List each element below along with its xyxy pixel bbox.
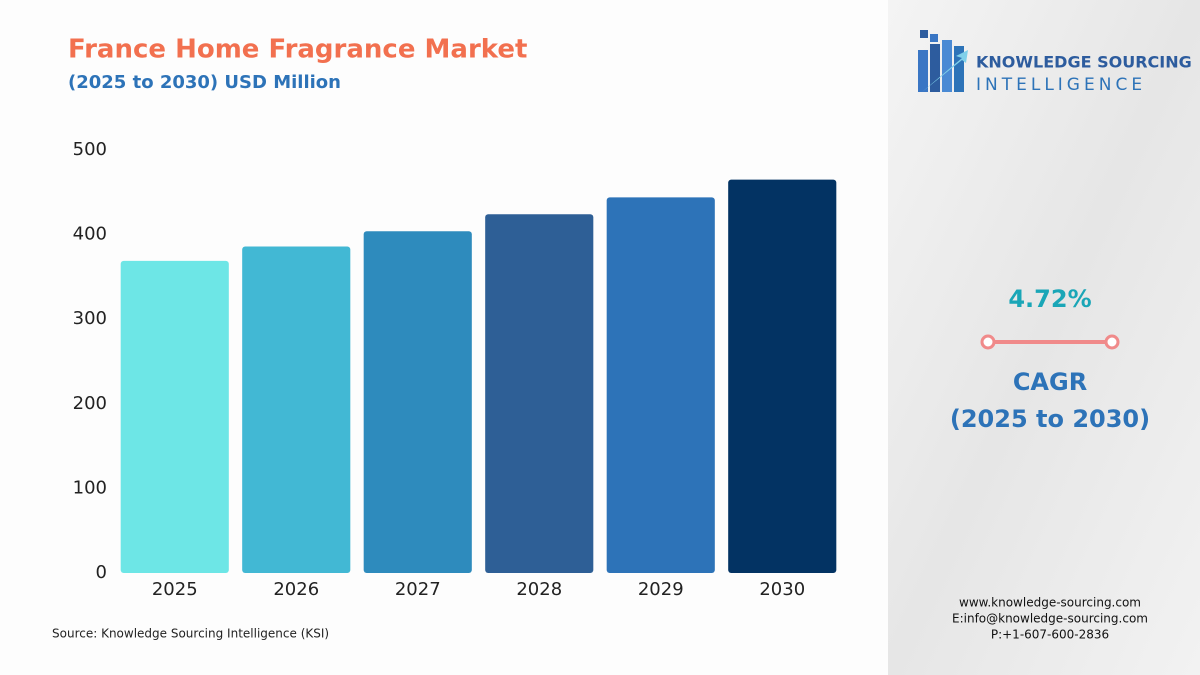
x-tick-label: 2027 [395, 579, 441, 600]
chart-title: France Home Fragrance Market [68, 35, 527, 65]
contact-line: www.knowledge-sourcing.com [959, 596, 1141, 610]
y-tick-label: 0 [96, 562, 107, 583]
contact-line: E:info@knowledge-sourcing.com [952, 612, 1148, 626]
bar [485, 214, 594, 573]
bar [606, 197, 715, 573]
x-tick-label: 2029 [638, 579, 684, 600]
bar [120, 260, 229, 573]
bar [242, 246, 351, 573]
bar [363, 231, 472, 573]
cagr-rate: 4.72% [1008, 285, 1091, 313]
y-tick-label: 500 [73, 139, 107, 160]
source-note: Source: Knowledge Sourcing Intelligence … [52, 627, 329, 641]
x-tick-label: 2030 [759, 579, 805, 600]
y-tick-label: 100 [73, 477, 107, 498]
y-tick-label: 200 [73, 393, 107, 414]
bar [728, 179, 837, 574]
x-tick-label: 2028 [516, 579, 562, 600]
cagr-label: CAGR [1013, 368, 1087, 396]
chart-subtitle: (2025 to 2030) USD Million [68, 72, 341, 93]
contact-line: P:+1-607-600-2836 [991, 628, 1109, 642]
logo-text: KNOWLEDGE SOURCING [976, 53, 1192, 72]
logo-text: INTELLIGENCE [976, 75, 1146, 95]
y-tick-label: 400 [73, 224, 107, 245]
cagr-divider [980, 334, 1120, 350]
cagr-period: (2025 to 2030) [950, 405, 1150, 433]
x-tick-label: 2026 [273, 579, 319, 600]
side-panel [888, 0, 1200, 675]
y-tick-label: 300 [73, 308, 107, 329]
x-tick-label: 2025 [152, 579, 198, 600]
logo-icon [918, 30, 968, 92]
